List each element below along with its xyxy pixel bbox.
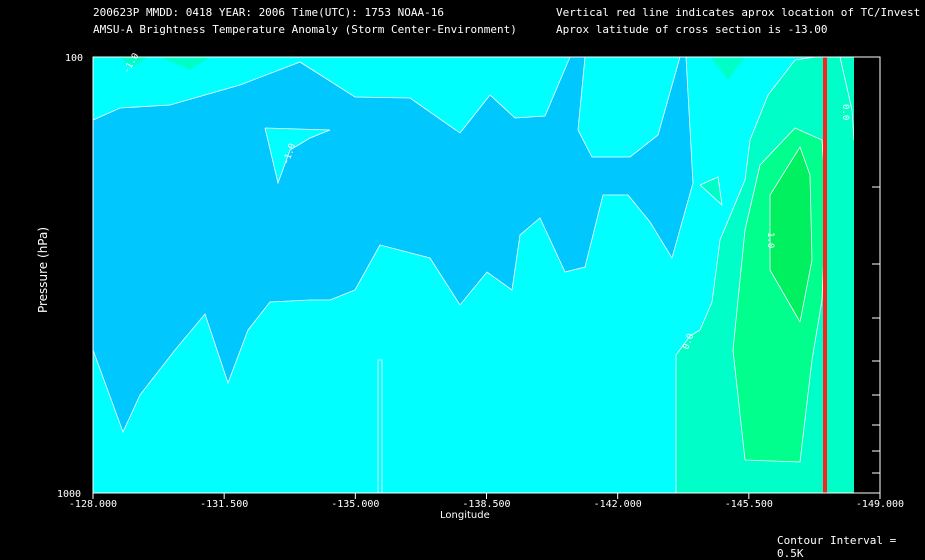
- region-positive-small: [700, 177, 722, 205]
- contour-line-zero: [675, 56, 816, 493]
- contour-line-vertical-sliver: [377, 359, 383, 493]
- region-positive-top-left: [120, 57, 148, 68]
- contour-lines: [92, 56, 855, 493]
- x-tick-label: -149.000: [856, 499, 904, 510]
- x-tick-labels: -128.000 -131.500 -135.000 -138.500 -142.000…: [69, 493, 904, 510]
- region-negative: [93, 57, 693, 432]
- contour-line-notch: [264, 127, 331, 185]
- contour-line-negative-lower: [92, 56, 694, 434]
- contour-line-negative-right: [577, 56, 681, 158]
- x-tick-label: -138.500: [462, 499, 510, 510]
- contour-label-far-right: 0.0: [840, 104, 850, 120]
- contour-line-core: [769, 146, 813, 323]
- x-tick-label: -142.000: [594, 499, 642, 510]
- right-tick-marks: [872, 186, 880, 474]
- contour-line-negative: [92, 56, 571, 134]
- region-negative-notch: [265, 128, 330, 183]
- contour-label-core: 1.0: [765, 232, 775, 248]
- y-tick-100: 100: [65, 53, 83, 64]
- x-tick-label: -135.000: [331, 499, 379, 510]
- contour-line-right-edge: [839, 56, 855, 141]
- header-chart-title: AMSU-A Brightness Temperature Anomaly (S…: [93, 23, 517, 36]
- x-tick-label: -128.000: [69, 499, 117, 510]
- region-positive-top-right: [710, 57, 745, 80]
- x-tick-label: -131.500: [200, 499, 248, 510]
- header-red-line-note: Vertical red line indicates aprox locati…: [556, 6, 921, 19]
- contour-line-inner: [732, 127, 827, 463]
- x-axis-label: Longitude: [440, 510, 490, 521]
- no-data-strip: [854, 57, 880, 493]
- header-storm-info: 200623P MMDD: 0418 YEAR: 2006 Time(UTC):…: [93, 6, 444, 19]
- y-tick-1000: 1000: [57, 489, 81, 500]
- x-tick-label: -145.500: [725, 499, 773, 510]
- header-latitude-note: Aprox latitude of cross section is -13.0…: [556, 23, 828, 36]
- region-positive-top-center: [160, 57, 210, 70]
- region-positive-core: [770, 147, 812, 322]
- contour-line-small-triangle: [699, 176, 723, 207]
